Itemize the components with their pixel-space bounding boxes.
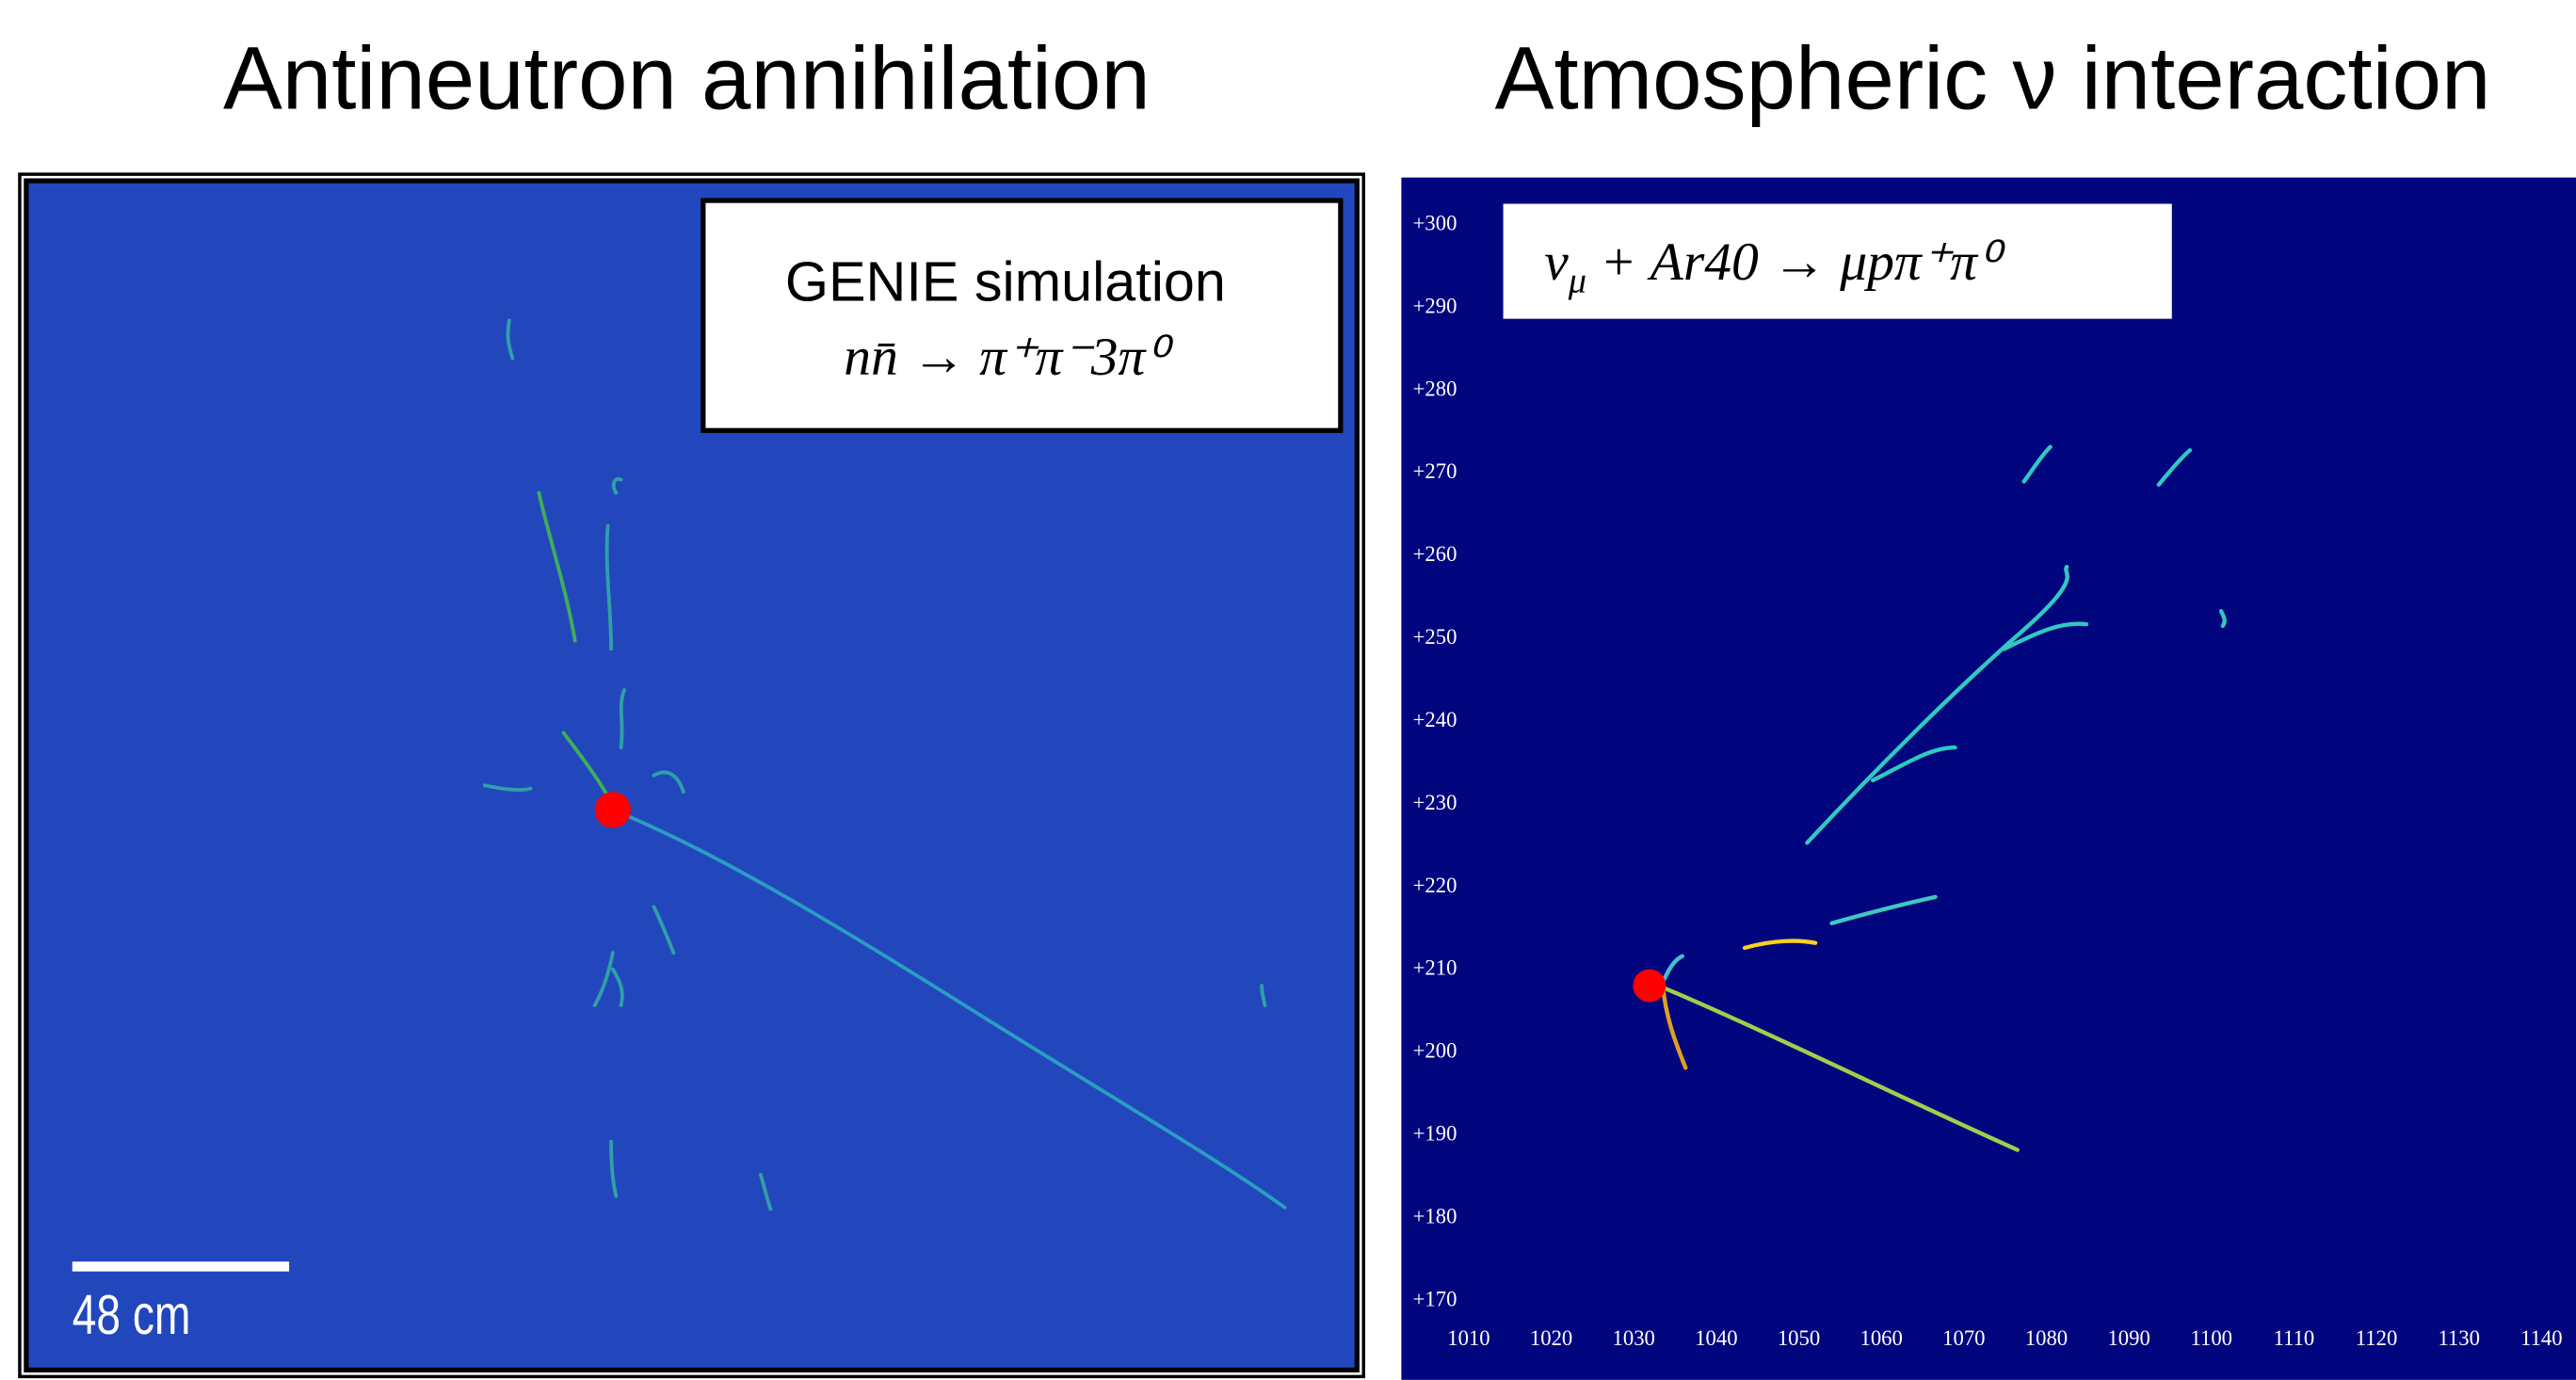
y-tick-label: +240 — [1413, 708, 1457, 731]
x-tick-label: 1110 — [2274, 1326, 2315, 1350]
x-tick-label: 1010 — [1447, 1326, 1489, 1350]
x-tick-label: 1020 — [1530, 1326, 1572, 1350]
x-tick-label: 1070 — [1942, 1326, 1985, 1350]
y-tick-label: +260 — [1413, 542, 1457, 566]
x-tick-label: 1090 — [2107, 1326, 2149, 1350]
x-tick-label: 1130 — [2438, 1326, 2480, 1350]
page: {"left_panel": {"title": "Antineutron an… — [0, 0, 2576, 1380]
y-tick-label: +210 — [1413, 956, 1457, 980]
y-tick-label: +200 — [1413, 1039, 1457, 1063]
right-event-display — [1401, 178, 2576, 1380]
label-rest: + Ar40 → μpπ⁺π⁰ — [1586, 233, 2006, 292]
x-tick-label: 1060 — [1860, 1326, 1903, 1350]
y-tick-label: +180 — [1413, 1204, 1457, 1228]
left-label-line2: nn̄ → π⁺π⁻3π⁰ — [844, 328, 1174, 387]
left-label-box — [703, 201, 1341, 430]
left-label-line1: GENIE simulation — [785, 249, 1226, 313]
vertex-dot — [595, 792, 631, 827]
label-sub: μ — [1568, 262, 1586, 301]
y-tick-label: +170 — [1413, 1287, 1457, 1310]
scale-label: 48 cm — [72, 1283, 191, 1346]
y-tick-label: +300 — [1413, 211, 1457, 234]
y-tick-label: +220 — [1413, 874, 1457, 897]
y-tick-label: +190 — [1413, 1122, 1457, 1146]
x-tick-label: 1100 — [2191, 1326, 2233, 1350]
y-tick-label: +250 — [1413, 625, 1457, 649]
x-tick-label: 1050 — [1778, 1326, 1820, 1350]
x-tick-label: 1120 — [2356, 1326, 2398, 1350]
x-tick-label: 1030 — [1613, 1326, 1655, 1350]
x-tick-label: 1080 — [2025, 1326, 2068, 1350]
y-tick-label: +280 — [1413, 377, 1457, 400]
figure: Antineutron annihilation Atmospheric ν i… — [0, 0, 2576, 1380]
right-title: Atmospheric ν interaction — [1495, 28, 2491, 127]
x-tick-label: 1040 — [1695, 1326, 1737, 1350]
vertex-dot — [1633, 970, 1666, 1003]
right-label: νμ + Ar40 → μpπ⁺π⁰ — [1544, 233, 2006, 301]
scale-bar — [72, 1261, 289, 1271]
label-main: ν — [1544, 233, 1569, 292]
x-tick-label: 1140 — [2520, 1326, 2563, 1350]
left-title: Antineutron annihilation — [223, 28, 1151, 127]
y-tick-label: +230 — [1413, 791, 1457, 814]
y-tick-label: +270 — [1413, 459, 1457, 483]
y-tick-label: +290 — [1413, 294, 1457, 317]
